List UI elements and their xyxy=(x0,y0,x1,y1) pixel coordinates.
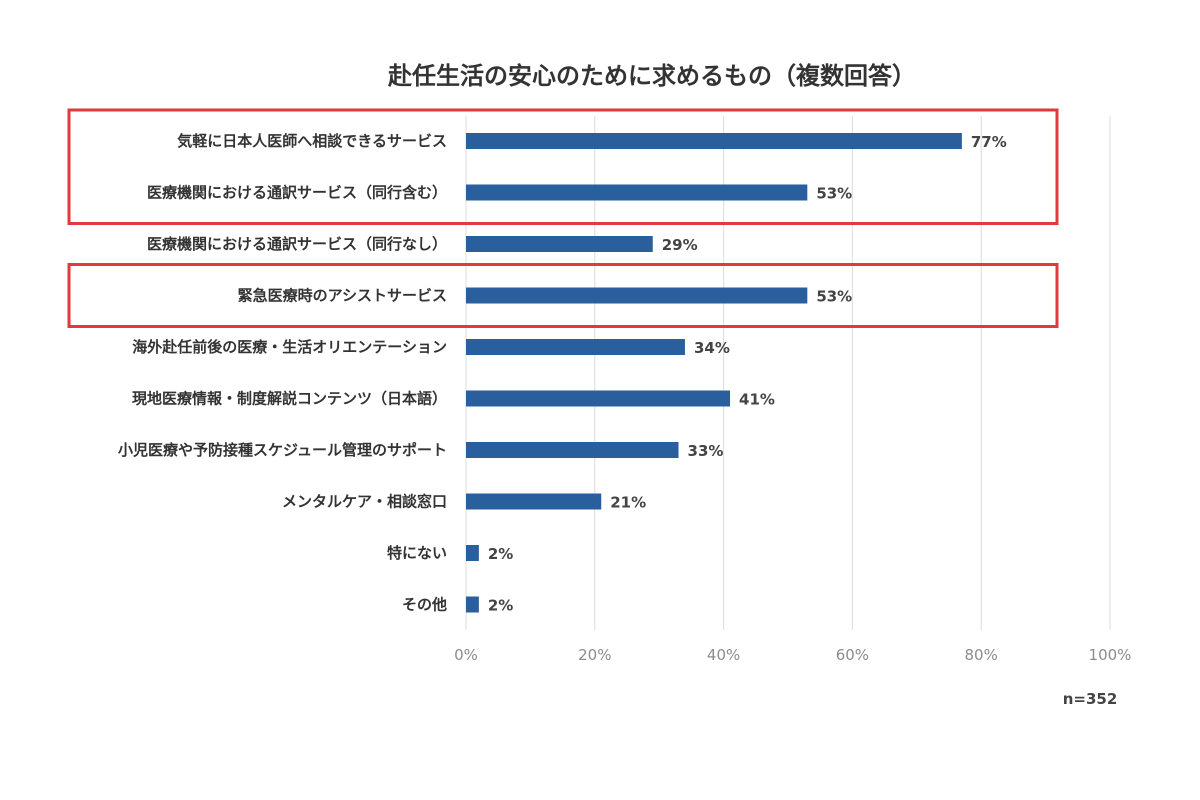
bars xyxy=(466,133,962,613)
category-label: メンタルケア・相談窓口 xyxy=(282,493,447,511)
x-tick-label: 40% xyxy=(707,646,740,664)
x-axis-tick-labels: 0% 20% 40% 60% 80% 100% xyxy=(454,646,1131,664)
category-label: 小児医療や予防接種スケジュール管理のサポート xyxy=(118,441,447,459)
value-labels: 77% 53% 29% 53% 34% 41% 33% 21% 2% 2% xyxy=(488,133,1007,615)
data-label: 53% xyxy=(816,185,852,203)
category-label: 気軽に日本人医師へ相談できるサービス xyxy=(177,132,447,150)
data-label: 2% xyxy=(488,597,513,615)
x-tick-label: 80% xyxy=(965,646,998,664)
category-label: その他 xyxy=(402,596,447,614)
data-label: 41% xyxy=(739,391,775,409)
data-label: 2% xyxy=(488,545,513,563)
bar xyxy=(466,236,653,252)
data-label: 53% xyxy=(816,288,852,306)
category-label: 医療機関における通訳サービス（同行なし） xyxy=(147,235,447,253)
highlight-boxes xyxy=(67,108,1059,328)
sample-size-note: n=352 xyxy=(1063,690,1118,708)
bar xyxy=(466,133,962,149)
category-label: 緊急医療時のアシストサービス xyxy=(238,287,447,305)
x-tick-label: 20% xyxy=(578,646,611,664)
data-label: 29% xyxy=(662,236,698,254)
x-tick-label: 60% xyxy=(836,646,869,664)
bar xyxy=(466,287,808,304)
data-label: 33% xyxy=(688,442,724,460)
bar xyxy=(466,390,731,407)
bar xyxy=(466,596,479,613)
data-label: 34% xyxy=(694,339,730,357)
bar xyxy=(466,339,685,355)
chart-title: 赴任生活の安心のために求めるもの（複数回答） xyxy=(387,62,916,90)
category-label: 海外赴任前後の医療・生活オリエンテーション xyxy=(132,338,447,356)
bar xyxy=(466,442,679,458)
category-label: 現地医療情報・制度解説コンテンツ（日本語） xyxy=(132,390,447,408)
category-label: 特にない xyxy=(387,544,447,562)
data-label: 77% xyxy=(971,133,1007,151)
x-tick-label: 100% xyxy=(1089,646,1132,664)
data-label: 21% xyxy=(610,494,646,512)
highlight-box xyxy=(67,263,1059,328)
bar xyxy=(466,184,808,201)
bar xyxy=(466,493,602,510)
bar xyxy=(466,545,479,561)
gridlines xyxy=(465,116,1111,630)
highlight-box xyxy=(67,108,1059,225)
category-label: 医療機関における通訳サービス（同行含む） xyxy=(147,184,447,202)
x-tick-label: 0% xyxy=(454,646,478,664)
